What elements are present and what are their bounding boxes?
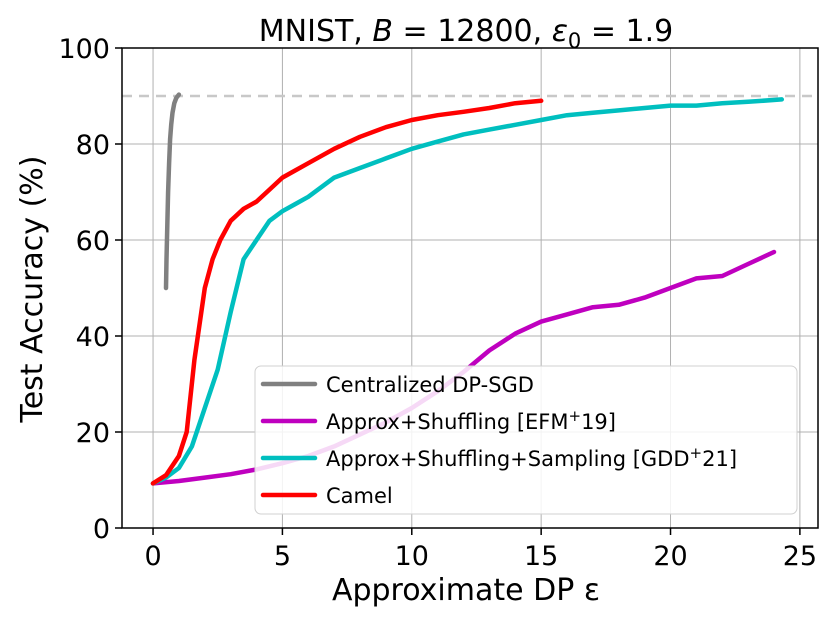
title-b-value: = 12800, — [393, 14, 552, 49]
x-tick-label: 15 — [524, 541, 558, 572]
x-tick-label: 10 — [395, 541, 429, 572]
y-tick-label: 0 — [93, 514, 110, 545]
x-tick-label: 5 — [274, 541, 291, 572]
title-eps-symbol: ε — [552, 14, 568, 49]
title-eps-sub: 0 — [568, 29, 581, 53]
y-tick-label: 60 — [76, 226, 110, 257]
legend-box — [254, 365, 798, 515]
plot-frame — [121, 47, 819, 529]
title-prefix: MNIST, — [259, 14, 373, 49]
legend: Centralized DP-SGD Approx+Shuffling [EFM+… — [254, 365, 798, 515]
y-tick-label: 20 — [76, 418, 110, 449]
x-axis-label: Approximate DP ε — [332, 573, 600, 608]
x-tick-label: 20 — [653, 541, 687, 572]
y-ticks: 0 20 40 60 80 100 — [58, 34, 122, 545]
legend-label: Centralized DP-SGD — [326, 373, 534, 397]
y-tick-label: 40 — [76, 322, 110, 353]
legend-label: Camel — [326, 484, 393, 508]
x-ticks: 0 5 10 15 20 25 — [144, 528, 817, 572]
x-tick-label: 0 — [144, 541, 161, 572]
y-axis-label: Test Accuracy (%) — [15, 155, 50, 423]
chart-title: MNIST, B = 12800, ε0 = 1.9 — [259, 14, 673, 53]
x-tick-label: 25 — [783, 541, 817, 572]
legend-label: Approx+Shuffling [EFM+19] — [326, 407, 616, 434]
series-line-approx-shuffling-sampling-gdd-21 — [150, 97, 785, 486]
y-tick-label: 80 — [76, 130, 110, 161]
series-line-camel — [150, 98, 544, 486]
title-eps-value: = 1.9 — [581, 14, 673, 49]
title-b-symbol: B — [372, 14, 393, 49]
legend-label: Approx+Shuffling+Sampling [GDD+21] — [326, 444, 737, 471]
series-line-centralized-dp-sgd — [163, 92, 182, 291]
y-tick-label: 100 — [58, 34, 110, 65]
